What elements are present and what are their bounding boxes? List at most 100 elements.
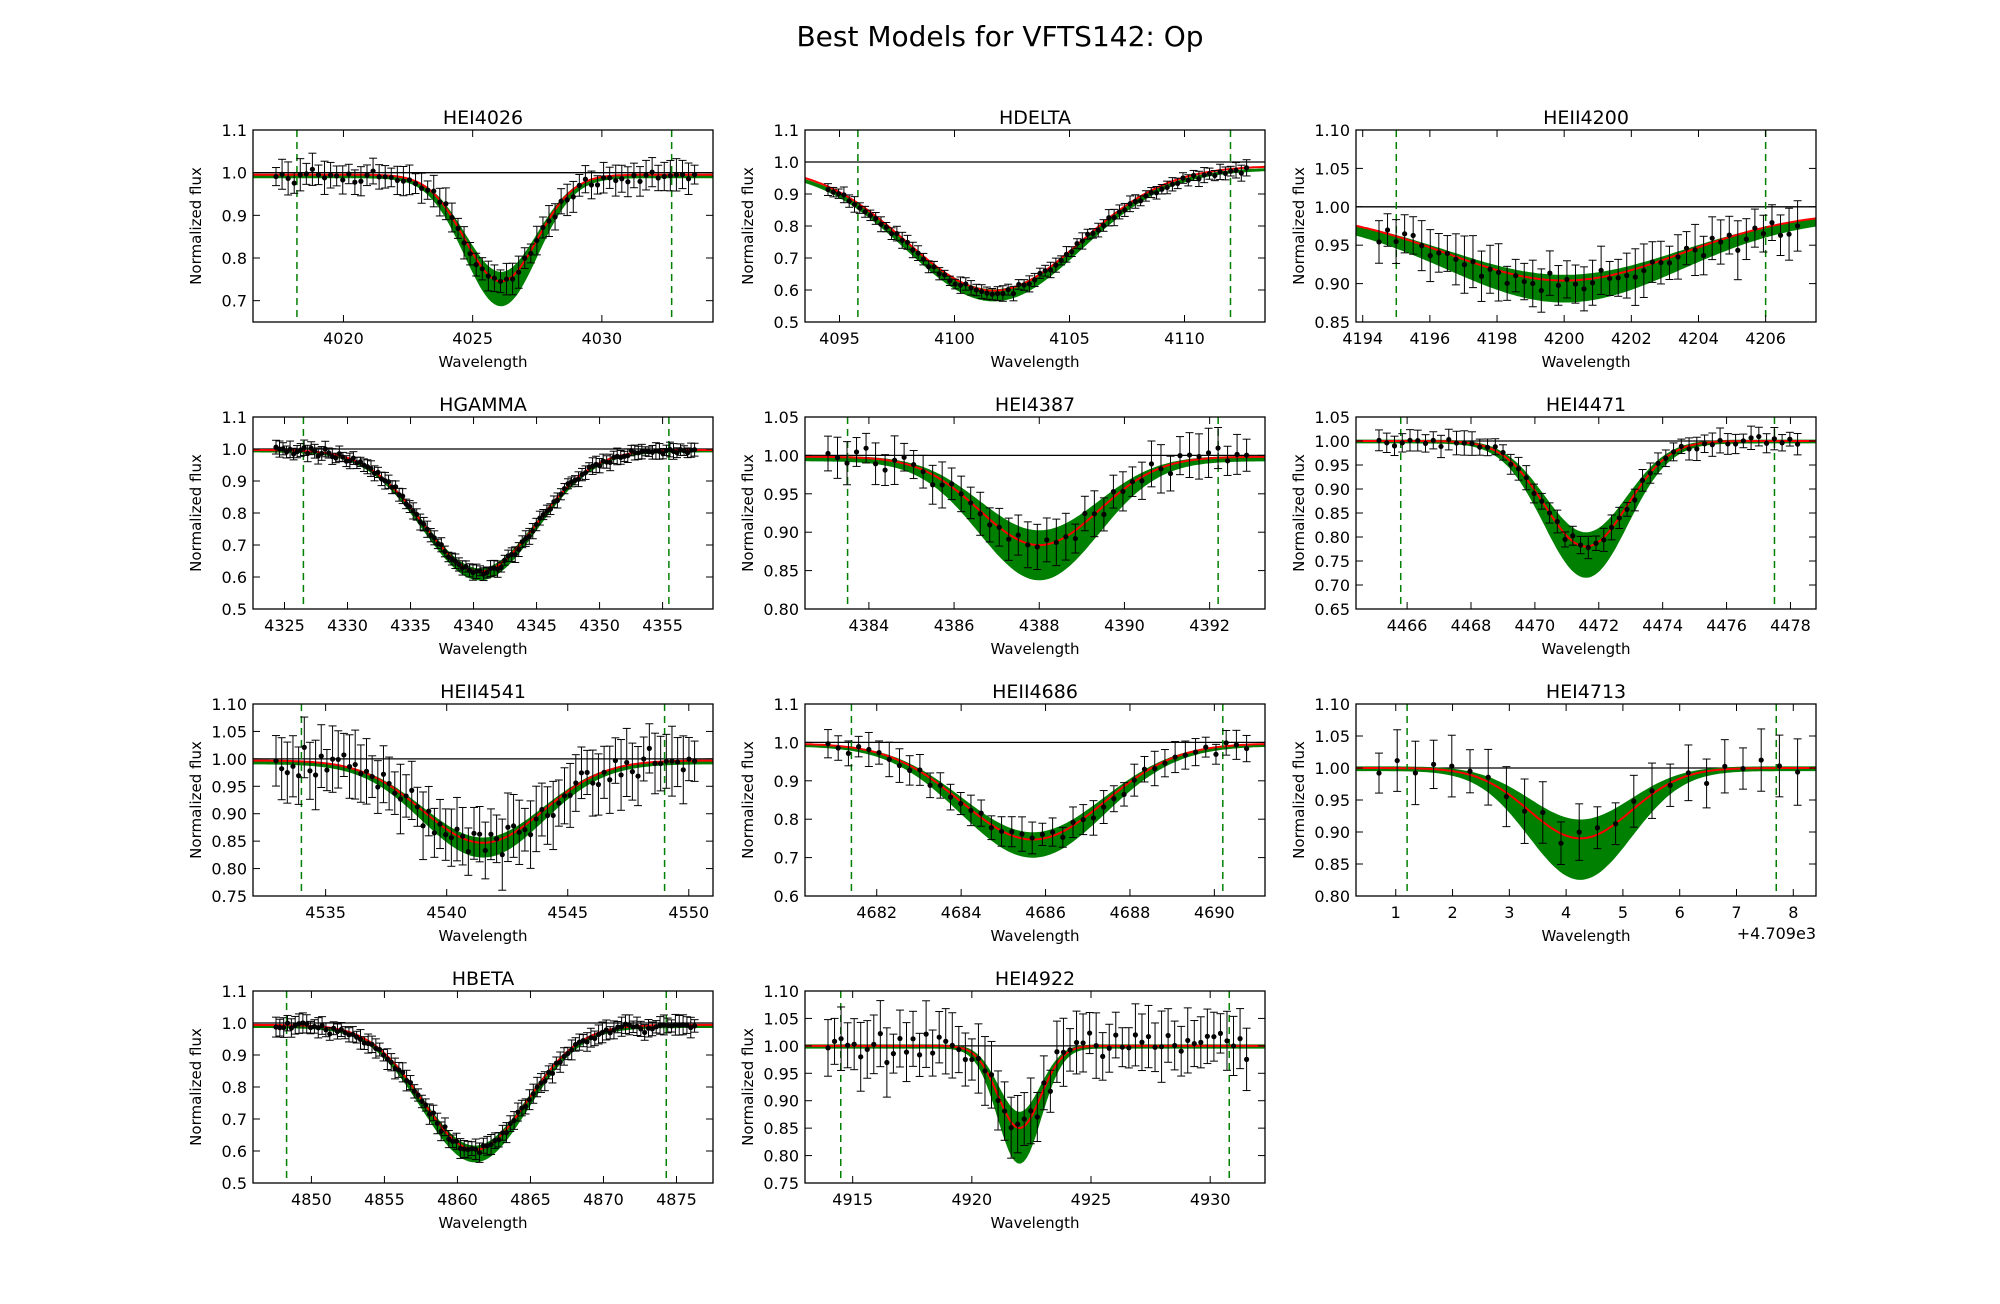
x-tick-label: 4388: [1019, 616, 1060, 635]
x-axis-label: Wavelength: [439, 640, 528, 658]
data-marker: [1139, 1039, 1145, 1045]
y-tick-label: 0.7: [774, 249, 799, 268]
data-point: [639, 736, 648, 782]
data-marker: [406, 177, 413, 183]
data-point: [288, 735, 297, 798]
data-point: [493, 560, 502, 578]
data-point: [1684, 744, 1693, 802]
data-marker: [684, 1022, 690, 1028]
data-marker: [1019, 831, 1025, 837]
data-marker: [1740, 765, 1746, 772]
data-marker: [830, 189, 836, 195]
data-point: [1105, 1023, 1114, 1073]
data-point: [452, 1132, 461, 1150]
data-point: [974, 1023, 983, 1094]
data-marker: [1244, 452, 1250, 458]
data-marker: [601, 769, 607, 775]
data-marker: [1786, 231, 1792, 237]
data-marker: [1572, 281, 1579, 287]
y-axis-label: Normalized flux: [739, 167, 757, 285]
y-axis-label: Normalized flux: [1290, 454, 1308, 572]
data-marker: [1453, 440, 1460, 446]
data-point: [844, 740, 853, 767]
x-tick-label: 4930: [1190, 1190, 1231, 1209]
best-model-line: [1356, 767, 1816, 840]
data-point: [466, 242, 475, 266]
data-marker: [280, 446, 286, 452]
data-point: [935, 1011, 944, 1064]
data-point: [1528, 259, 1537, 308]
data-marker: [511, 1117, 517, 1124]
y-tick-label: 1.05: [763, 408, 799, 427]
data-point: [1052, 518, 1061, 567]
data-point: [1079, 1013, 1088, 1073]
data-point: [876, 1000, 885, 1068]
data-point: [1656, 240, 1665, 285]
data-point: [1183, 1007, 1192, 1074]
data-marker: [323, 1027, 329, 1033]
data-marker: [1438, 443, 1444, 450]
data-marker: [631, 172, 637, 179]
panel-title: HEI4471: [1546, 394, 1626, 416]
data-point: [441, 808, 450, 861]
data-point: [882, 222, 891, 233]
data-point: [469, 806, 478, 860]
data-marker: [530, 1091, 536, 1097]
y-tick-label: 0.8: [222, 1078, 247, 1097]
data-point: [1004, 517, 1013, 561]
data-marker: [1577, 542, 1584, 548]
data-point: [283, 1014, 292, 1032]
data-point: [497, 562, 506, 573]
data-point: [830, 1017, 839, 1065]
data-marker: [297, 172, 303, 178]
x-offset-label: +4.709e3: [1737, 924, 1816, 943]
data-point: [1195, 433, 1204, 480]
data-point: [961, 277, 970, 291]
data-marker: [334, 1028, 341, 1035]
data-point: [679, 735, 688, 805]
data-point: [456, 1138, 465, 1159]
data-point: [410, 1084, 419, 1099]
panel-title: HEII4541: [440, 681, 526, 703]
data-marker: [1025, 542, 1031, 548]
data-marker: [1484, 444, 1491, 450]
plot-frame: [1355, 129, 1817, 323]
data-point: [617, 164, 626, 193]
y-tick-label: 0.5: [774, 313, 799, 332]
plot-area: [805, 417, 1265, 609]
x-tick-label: 4686: [1025, 903, 1066, 922]
data-point: [599, 161, 608, 194]
data-point: [900, 442, 909, 472]
panel-hei4471: 4466 4468 4470 4472 4474 4476 4478 0.65 0.70 0.75…: [1290, 394, 1817, 658]
data-point: [381, 165, 390, 189]
data-point: [1094, 222, 1103, 238]
y-tick-label: 1.1: [222, 408, 247, 427]
data-point: [282, 445, 291, 459]
data-point: [487, 1134, 496, 1155]
x-tick-label: 4472: [1578, 616, 1619, 635]
x-tick-label: 4384: [849, 616, 890, 635]
data-point: [1375, 429, 1383, 452]
data-point: [396, 763, 405, 835]
panel-hei4713: 1 2 3 4 5 6 7 8 0.80 0.85 0.90 0.95 1.00 1.05 1.10 HEI4…: [1290, 681, 1817, 945]
data-marker: [1726, 232, 1732, 238]
data-point: [1039, 1055, 1048, 1111]
data-marker: [340, 177, 346, 183]
data-point: [1190, 1020, 1199, 1068]
data-point: [465, 563, 474, 578]
data-point: [569, 180, 578, 213]
data-marker: [394, 177, 400, 184]
data-marker: [326, 450, 332, 456]
data-marker: [1384, 440, 1390, 446]
data-marker: [347, 458, 353, 464]
data-marker: [309, 166, 315, 172]
data-point: [1131, 194, 1140, 209]
data-point: [1506, 453, 1515, 475]
data-marker: [831, 1038, 838, 1044]
x-tick-label: 5: [1618, 903, 1628, 922]
data-point: [1447, 734, 1456, 798]
plot-frame: [252, 703, 714, 897]
data-point: [1042, 517, 1051, 563]
data-marker: [886, 756, 892, 763]
data-marker: [962, 1056, 968, 1063]
